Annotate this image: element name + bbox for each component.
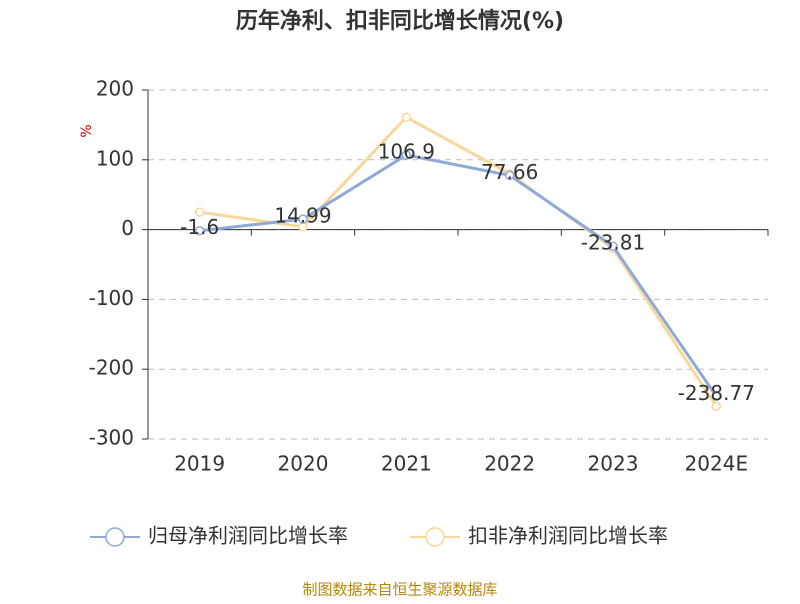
data-label: -1.6 [180,215,219,239]
x-tick-label: 2024E [685,452,749,476]
data-label: -23.81 [581,231,645,255]
x-tick-label: 2020 [278,452,329,476]
chart-title: 历年净利、扣非同比增长情况(%) [236,8,564,34]
legend-marker [105,527,125,547]
legend-label: 归母净利润同比增长率 [148,524,348,548]
series-line [199,153,718,398]
y-tick-label: -200 [89,356,134,380]
x-tick-label: 2019 [174,452,225,476]
data-point [194,207,205,217]
data-point [711,391,722,402]
data-point [194,225,205,236]
data-point [401,112,412,122]
data-point [711,401,722,411]
series-line [199,115,718,408]
data-point [608,241,618,251]
x-tick-label: 2023 [588,452,639,476]
y-unit: % [79,124,95,137]
data-point [298,214,308,224]
y-tick-label: -100 [89,286,134,310]
data-label: 106.9 [378,139,435,163]
data-point [504,170,515,181]
y-tick-label: 200 [96,77,134,101]
data-label: 77.66 [481,160,538,184]
legend-marker [425,527,445,547]
x-tick-label: 2022 [484,452,535,476]
y-tick-label: -300 [89,426,134,450]
source-note: 制图数据来自恒生聚源数据库 [302,581,497,599]
x-tick-label: 2021 [381,452,432,476]
data-point [401,150,412,160]
data-label: 14.99 [274,204,331,228]
y-tick-label: 100 [96,146,134,170]
y-tick-label: 0 [121,216,134,240]
legend-label: 扣非净利润同比增长率 [468,524,668,548]
data-label: -238.77 [678,381,755,405]
